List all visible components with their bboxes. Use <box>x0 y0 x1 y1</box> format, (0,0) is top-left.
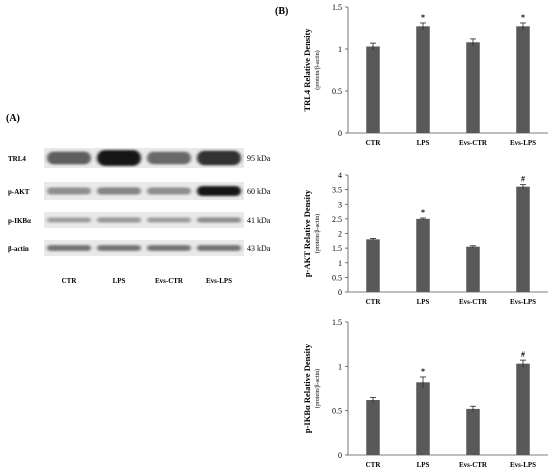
blot-strip <box>44 240 244 256</box>
blot-band <box>197 186 241 196</box>
blot-band <box>47 187 91 195</box>
blot-lane-label: LPS <box>113 277 126 285</box>
blot-row-label: p-AKT <box>8 188 30 196</box>
blot-band <box>97 245 141 251</box>
category-label: CTR <box>366 461 382 469</box>
y-tick-label: 1.5 <box>332 318 342 327</box>
y-tick-label: 2 <box>338 230 342 239</box>
blot-lane-label: CTR <box>62 277 78 285</box>
significance-marker: * <box>521 13 525 22</box>
y-axis-subtitle: (protein/β-actin) <box>314 369 321 408</box>
y-tick-label: 0 <box>338 288 342 297</box>
bar <box>416 382 430 455</box>
p-akt-density-chart: 0 0.5 1 1.5 2 2.5 3 3.5 4 CTR * LPS Evs-CTR # Evs-LPS p… <box>302 171 548 306</box>
y-tick-label: 0 <box>338 129 342 138</box>
blot-band <box>47 217 91 223</box>
blot-band <box>97 150 141 166</box>
panel-b-label: (B) <box>275 6 288 17</box>
blot-band <box>47 245 91 251</box>
blot-band <box>97 217 141 223</box>
significance-marker: * <box>421 13 425 22</box>
y-tick-label: 0.5 <box>332 407 342 416</box>
y-tick-label: 1.5 <box>332 244 342 253</box>
category-label: CTR <box>366 139 382 147</box>
significance-marker: # <box>521 175 525 184</box>
y-tick-label: 0 <box>338 451 342 460</box>
blot-band <box>147 245 191 251</box>
blot-band <box>147 187 191 195</box>
y-tick-label: 1.5 <box>332 3 342 12</box>
panel-a-label: (A) <box>6 113 20 124</box>
y-tick-label: 1 <box>338 45 342 54</box>
blot-row-label: p-IKBα <box>8 217 31 225</box>
blot-row-label: TRL4 <box>8 155 26 163</box>
bar <box>516 186 530 292</box>
blot-kda-label: 95 kDa <box>247 154 271 163</box>
y-axis-subtitle: (protein/β-actin) <box>314 50 321 89</box>
blot-strip <box>44 148 244 168</box>
p-ikba-density-chart: 0 0.5 1 1.5 CTR * LPS Evs-CTR # Evs-LPS p-IKBα Rel… <box>302 318 548 469</box>
blot-lane-label: Evs-LPS <box>206 277 232 285</box>
category-label: Evs-LPS <box>510 298 536 306</box>
y-axis-subtitle: (protein/β-actin) <box>314 214 321 253</box>
category-label: LPS <box>417 461 430 469</box>
category-label: Evs-CTR <box>459 461 488 469</box>
western-blot: TRL4 95 kDa p-AKT 60 kDa p-IKBα 41 kDa β-actin… <box>8 148 271 285</box>
y-tick-label: 3 <box>338 200 342 209</box>
category-label: Evs-LPS <box>510 139 536 147</box>
bar <box>516 26 530 133</box>
y-axis-title: p-AKT Relative Density <box>302 189 312 277</box>
category-label: LPS <box>417 139 430 147</box>
trl4-density-chart: 0 0.5 1 1.5 CTR * LPS Evs-CTR * Evs-LPS TRL4 Relat… <box>302 3 548 147</box>
y-tick-label: 0.5 <box>332 273 342 282</box>
bar <box>516 363 530 455</box>
blot-band <box>47 151 91 165</box>
bar <box>416 26 430 133</box>
significance-marker: * <box>421 367 425 376</box>
blot-band <box>97 187 141 195</box>
bar <box>366 239 380 292</box>
blot-kda-label: 60 kDa <box>247 187 271 196</box>
bar <box>416 218 430 292</box>
y-tick-label: 1 <box>338 362 342 371</box>
y-tick-label: 4 <box>338 171 342 180</box>
blot-row-label: β-actin <box>8 245 29 253</box>
bar <box>466 408 480 455</box>
blot-kda-label: 43 kDa <box>247 244 271 253</box>
category-label: Evs-CTR <box>459 298 488 306</box>
blot-strip <box>44 182 244 200</box>
blot-strip <box>44 212 244 228</box>
category-label: LPS <box>417 298 430 306</box>
bar <box>366 400 380 455</box>
blot-kda-label: 41 kDa <box>247 216 271 225</box>
bar <box>466 42 480 133</box>
y-axis-title: TRL4 Relative Density <box>302 28 312 112</box>
blot-band <box>197 217 241 223</box>
category-label: Evs-LPS <box>510 461 536 469</box>
category-label: CTR <box>366 298 382 306</box>
y-tick-label: 2.5 <box>332 215 342 224</box>
y-tick-label: 1 <box>338 259 342 268</box>
bar <box>366 46 380 134</box>
blot-band <box>147 151 191 165</box>
y-tick-label: 3.5 <box>332 186 342 195</box>
blot-band <box>197 245 241 251</box>
bar <box>466 246 480 292</box>
y-axis-title: p-IKBα Relative Density <box>302 343 312 433</box>
blot-lane-label: Evs-CTR <box>155 277 184 285</box>
blot-band <box>147 217 191 223</box>
blot-band <box>197 150 241 166</box>
category-label: Evs-CTR <box>459 139 488 147</box>
y-tick-label: 0.5 <box>332 87 342 96</box>
significance-marker: # <box>521 350 525 359</box>
significance-marker: * <box>421 208 425 217</box>
